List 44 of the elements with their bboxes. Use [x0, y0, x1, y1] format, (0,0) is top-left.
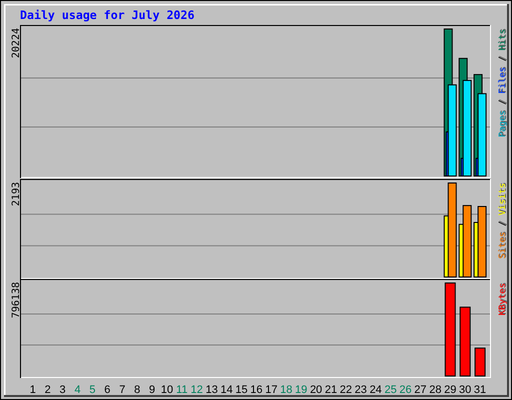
x-tick-label: 27: [414, 384, 427, 396]
text: KBytes: [498, 283, 508, 316]
chart-title: Daily usage for July 2026: [20, 8, 195, 22]
x-tick-label: 5: [89, 384, 96, 396]
x-tick-label: 21: [324, 384, 338, 396]
text: Files: [498, 66, 508, 94]
text: Hits: [498, 29, 508, 51]
text: Pages: [498, 110, 508, 138]
x-tick-label: 31: [474, 384, 486, 396]
x-tick-label: 9: [149, 384, 156, 396]
x-tick-label: 10: [160, 384, 174, 396]
x-tick-label: 12: [190, 384, 203, 396]
text: Sites: [498, 232, 508, 259]
x-tick-label: 17: [265, 384, 278, 396]
x-tick-label: 24: [370, 384, 382, 396]
x-tick-label: 23: [354, 384, 367, 396]
x-tick-label: 30: [459, 384, 472, 396]
x-tick-label: 14: [220, 384, 233, 396]
x-tick-label: 7: [119, 384, 126, 396]
x-tick-label: 18: [280, 384, 292, 396]
x-tick-label: 16: [250, 384, 263, 396]
x-tick-label: 6: [104, 384, 110, 396]
x-tick-label: 20: [310, 384, 322, 396]
text: /: [498, 94, 508, 110]
x-tick-label: 25: [384, 384, 397, 396]
x-tick-label: 28: [429, 384, 442, 396]
x-tick-label: 4: [74, 384, 81, 396]
x-tick-label: 2: [44, 384, 51, 396]
x-tick-label: 13: [206, 384, 218, 396]
x-tick-label: 1: [30, 384, 36, 396]
x-tick-label: 22: [340, 384, 352, 396]
text: Visits: [498, 183, 508, 216]
x-tick-label: 8: [134, 384, 140, 396]
x-tick-label: 11: [176, 384, 188, 396]
text: /: [498, 50, 508, 67]
x-tick-label: 29: [444, 384, 456, 396]
annotation: 20224: [11, 28, 22, 58]
x-tick-label: 15: [235, 384, 248, 396]
x-tick-label: 19: [295, 384, 308, 396]
text: /: [498, 216, 508, 232]
x-tick-label: 26: [399, 384, 412, 396]
annotation: 796138: [11, 282, 22, 318]
x-tick-label: 3: [60, 384, 66, 396]
annotation: 2193: [11, 182, 22, 206]
